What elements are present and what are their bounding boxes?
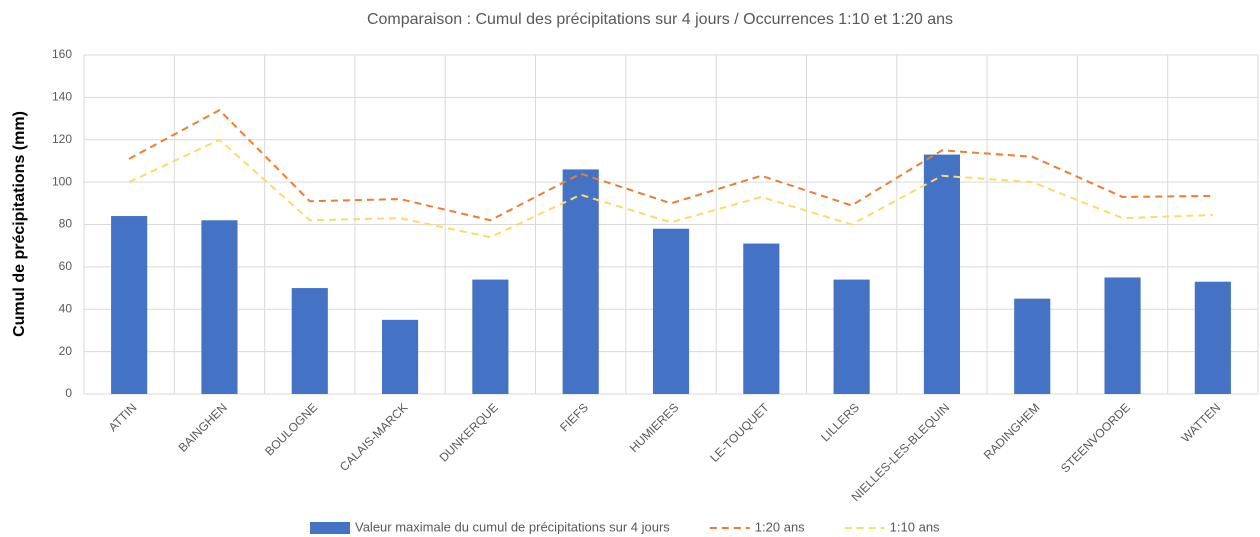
y-tick-label: 40: [59, 301, 73, 315]
y-tick-label: 60: [59, 259, 73, 273]
bar: [743, 243, 780, 394]
line: [128, 108, 1213, 222]
bar: [111, 216, 148, 394]
bar: [382, 319, 419, 394]
y-tick-label: 100: [52, 174, 72, 188]
bar: [472, 279, 509, 394]
x-tick-label: ATTIN: [106, 400, 140, 434]
x-tick-label: DUNKERQUE: [437, 400, 501, 464]
x-tick-label: BAINGHEN: [176, 400, 230, 454]
y-tick-label: 120: [52, 132, 72, 146]
bar: [1194, 281, 1231, 394]
x-tick-label: BOULOGNE: [262, 400, 320, 458]
bar: [1104, 277, 1141, 394]
x-tick-label: NIELLES-LES-BLEQUIN: [849, 400, 953, 504]
x-tick-label: FIEFS: [557, 400, 591, 434]
x-tick-label: WATTEN: [1178, 400, 1223, 445]
y-axis-label: Cumul de précipitations (mm): [11, 111, 28, 337]
bar: [652, 228, 690, 394]
bar: [562, 169, 599, 394]
x-tick-label: RADINGHEM: [981, 400, 1043, 462]
bar: [923, 154, 960, 394]
legend-swatch: [310, 522, 350, 534]
x-tick-label: LILLERS: [818, 400, 862, 444]
y-tick-label: 160: [52, 47, 72, 61]
bar: [833, 279, 870, 394]
chart-title: Comparaison : Cumul des précipitations s…: [367, 11, 953, 28]
line: [128, 138, 1213, 239]
bar: [291, 288, 328, 394]
y-tick-label: 140: [52, 90, 72, 104]
legend-label: 1:20 ans: [755, 519, 805, 534]
x-tick-label: STEENVOORDE: [1058, 400, 1133, 475]
bar: [1014, 298, 1051, 394]
x-tick-label: LE-TOUQUET: [707, 400, 772, 465]
bar: [201, 220, 238, 394]
y-tick-label: 80: [59, 217, 73, 231]
y-tick-label: 0: [65, 386, 72, 400]
legend-label: 1:10 ans: [890, 519, 940, 534]
y-tick-label: 20: [59, 344, 73, 358]
x-tick-label: CALAIS-MARCK: [337, 400, 411, 474]
legend-label: Valeur maximale du cumul de précipitatio…: [355, 519, 670, 534]
x-tick-label: HUMIERES: [627, 400, 682, 455]
